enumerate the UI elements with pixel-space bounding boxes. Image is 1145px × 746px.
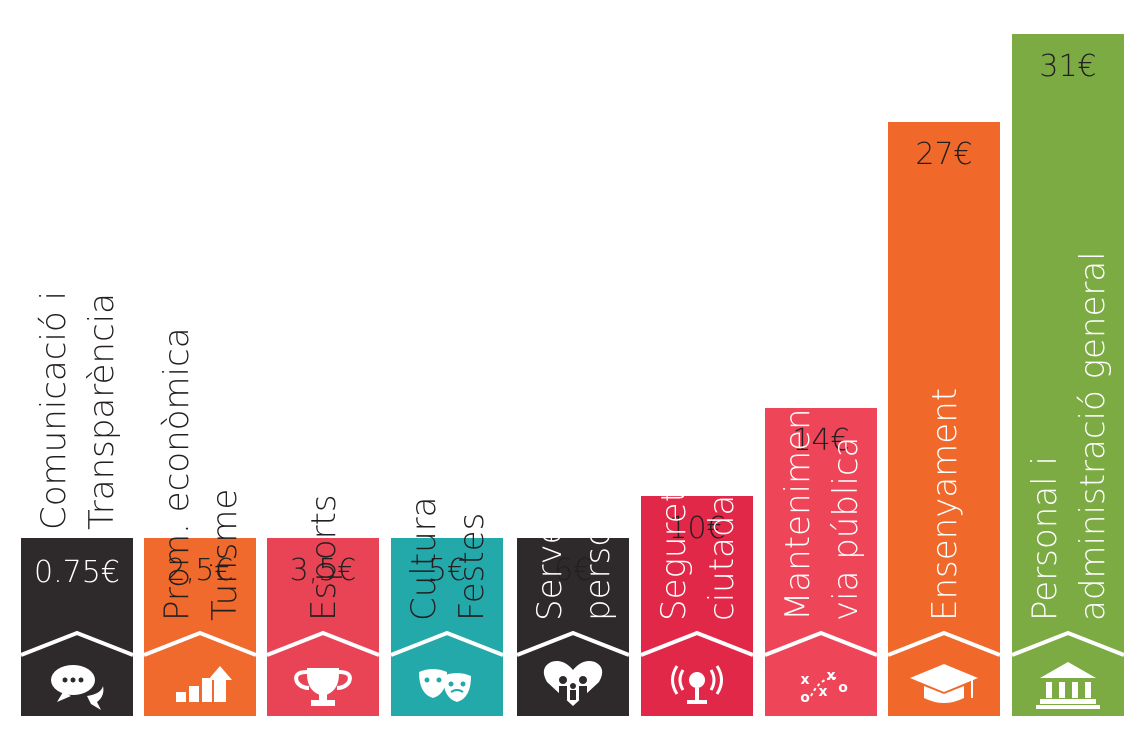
value-label: 10€ — [668, 511, 725, 546]
bar-group-3: 3,5€Esports — [266, 494, 380, 716]
bar-2 — [144, 538, 256, 716]
value-label: 5€ — [428, 553, 466, 588]
bar-8 — [888, 122, 1000, 716]
speech-bubbles-icon — [51, 665, 104, 710]
bar-group-4: 5€Cultura Festes — [390, 497, 504, 716]
chevron-divider — [266, 630, 380, 657]
chevron-divider — [640, 630, 754, 657]
bar-growth-icon — [176, 666, 232, 702]
category-label: Cultura — [404, 497, 444, 621]
category-label: Manteniment — [778, 395, 818, 621]
chevron-divider — [887, 630, 1001, 657]
value-label: 6€ — [554, 553, 592, 588]
svg-text:x: x — [818, 684, 827, 700]
category-label: Serveis a les — [530, 406, 570, 621]
category-label: persones — [578, 466, 618, 621]
bar-group-9: 31€ Personal i administració general — [1011, 34, 1125, 716]
category-label: Festes — [452, 513, 492, 621]
bar-group-6: 10€Seguretat ciutadana — [640, 452, 754, 716]
graduation-cap-icon — [910, 664, 978, 703]
svg-text:x: x — [800, 672, 809, 688]
category-label: Comunicació i — [34, 291, 74, 530]
category-label: administració general — [1073, 251, 1113, 621]
government-building-icon — [1036, 662, 1100, 709]
bar-group-5: 6€Serveis a les persones — [516, 406, 630, 716]
value-label: 3,5€ — [290, 553, 357, 588]
value-label: 31€ — [1039, 49, 1096, 84]
value-label: 27€ — [915, 137, 972, 172]
family-heart-icon — [543, 661, 603, 706]
svg-text:x: x — [826, 668, 835, 684]
value-label: 0.75€ — [34, 555, 120, 590]
bar-group-1: 0.75€ Comunicació i Transparència — [20, 291, 134, 716]
theater-masks-icon — [419, 669, 471, 702]
bars-layer: 0.75€ Comunicació i Transparència 2,5€Prom.… — [20, 34, 1125, 716]
bar-7 — [765, 408, 877, 716]
category-label: Transparència — [82, 293, 122, 530]
category-label: via pública — [826, 437, 866, 621]
category-label: Esports — [304, 494, 344, 621]
category-label: Personal i — [1025, 456, 1065, 621]
category-label: Seguretat — [654, 455, 694, 621]
chevron-divider — [516, 630, 630, 657]
security-alarm-icon — [671, 665, 723, 704]
chevron-divider — [1011, 630, 1125, 657]
chevron-divider — [764, 630, 878, 657]
chevron-divider — [20, 630, 134, 657]
svg-text:o: o — [800, 690, 810, 706]
svg-text:o: o — [838, 680, 848, 696]
chevron-divider — [390, 630, 504, 657]
category-label: Turisme — [205, 489, 245, 621]
bar-9 — [1012, 34, 1124, 716]
category-label: Prom. econòmica — [157, 327, 197, 621]
chevron-divider — [143, 630, 257, 657]
trophy-icon — [294, 668, 352, 706]
category-label: Ensenyament — [925, 388, 965, 621]
bar-group-2: 2,5€Prom. econòmica Turisme — [143, 327, 257, 716]
value-label: 2,5€ — [167, 553, 234, 588]
category-label: ciutadana — [702, 452, 742, 621]
bar-group-8: 27€ Ensenyament — [887, 122, 1001, 716]
value-label: 14€ — [792, 423, 849, 458]
